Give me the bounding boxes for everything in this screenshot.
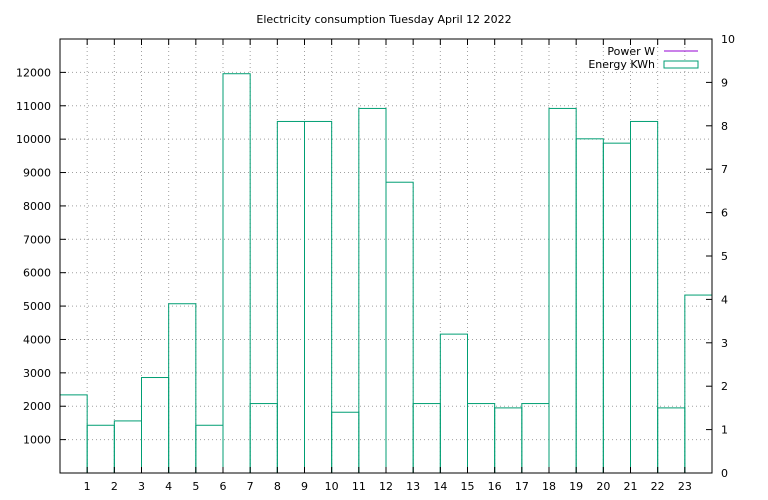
energy-bar	[304, 120, 333, 474]
x-tick-label: 11	[352, 480, 366, 493]
legend-label-energy: Energy KWh	[588, 58, 655, 71]
x-tick-label: 12	[379, 480, 393, 493]
energy-bar	[657, 407, 686, 474]
energy-bar	[467, 403, 496, 474]
x-tick-label: 10	[325, 480, 339, 493]
x-axis: 1 2 3 4 5 6 7 8 9 10 11 12 13 14 15 16 17 18 19 20 21 22 23	[84, 39, 692, 493]
y2-tick-label: 9	[721, 76, 728, 89]
energy-bar	[385, 181, 414, 474]
energy-bar	[439, 333, 469, 474]
energy-bar	[195, 424, 224, 474]
x-tick-label: 6	[220, 480, 227, 493]
energy-bar	[494, 407, 523, 474]
y2-tick-label: 8	[721, 120, 728, 133]
y1-tick-label: 7000	[23, 233, 51, 246]
energy-bar	[684, 294, 713, 474]
energy-bar	[276, 120, 306, 474]
x-tick-label: 3	[138, 480, 145, 493]
y1-tick-label: 3000	[23, 367, 51, 380]
energy-bar	[331, 411, 360, 474]
legend-swatch-energy	[663, 60, 699, 69]
x-tick-label: 4	[165, 480, 172, 493]
chart-title: Electricity consumption Tuesday April 12…	[256, 13, 511, 26]
energy-bar	[113, 420, 143, 474]
y2-tick-label: 5	[721, 250, 728, 263]
y1-tick-label: 4000	[23, 333, 51, 346]
energy-bar	[168, 303, 197, 474]
x-tick-label: 20	[596, 480, 610, 493]
energy-bar	[548, 107, 577, 474]
y2-tick-label: 0	[721, 467, 728, 480]
y2-tick-label: 3	[721, 337, 728, 350]
y2-axis: 0 1 2 3 4 5 6 7 8 9 10	[706, 33, 735, 480]
x-tick-label: 8	[274, 480, 281, 493]
x-tick-label: 14	[433, 480, 447, 493]
energy-bar	[412, 403, 441, 474]
x-tick-label: 7	[247, 480, 254, 493]
legend-label-power: Power W	[607, 45, 655, 58]
y2-tick-label: 7	[721, 163, 728, 176]
x-tick-label: 19	[569, 480, 583, 493]
energy-series	[59, 73, 713, 474]
y2-tick-label: 2	[721, 380, 728, 393]
y1-tick-label: 11000	[16, 100, 51, 113]
energy-bar	[249, 403, 278, 474]
x-tick-label: 13	[406, 480, 420, 493]
y1-tick-label: 9000	[23, 167, 51, 180]
x-tick-label: 16	[488, 480, 502, 493]
energy-bar	[630, 120, 659, 474]
energy-bar	[358, 107, 387, 474]
y2-tick-label: 10	[721, 33, 735, 46]
y1-tick-label: 5000	[23, 300, 51, 313]
y2-tick-label: 4	[721, 293, 728, 306]
y1-tick-label: 6000	[23, 267, 51, 280]
y2-tick-label: 1	[721, 424, 728, 437]
x-tick-label: 9	[301, 480, 308, 493]
energy-bar	[521, 403, 550, 474]
y1-tick-label: 12000	[16, 66, 51, 79]
y1-tick-label: 8000	[23, 200, 51, 213]
energy-bar	[141, 377, 170, 474]
x-tick-label: 1	[84, 480, 91, 493]
y1-tick-label: 2000	[23, 400, 51, 413]
x-tick-label: 2	[111, 480, 118, 493]
legend: Power W Energy KWh	[588, 45, 699, 71]
energy-bar	[222, 73, 251, 474]
x-tick-label: 21	[624, 480, 638, 493]
energy-bar	[86, 424, 115, 474]
x-tick-label: 23	[678, 480, 692, 493]
x-tick-label: 18	[542, 480, 556, 493]
x-tick-label: 17	[515, 480, 529, 493]
x-tick-label: 5	[192, 480, 199, 493]
y1-axis: 1000 2000 3000 4000 5000 6000 7000 8000 9000 1000…	[16, 66, 66, 447]
x-tick-label: 22	[651, 480, 665, 493]
y1-tick-label: 10000	[16, 133, 51, 146]
y1-tick-label: 1000	[23, 434, 51, 447]
energy-bar	[602, 142, 631, 474]
y2-tick-label: 6	[721, 207, 728, 220]
x-tick-label: 15	[461, 480, 475, 493]
